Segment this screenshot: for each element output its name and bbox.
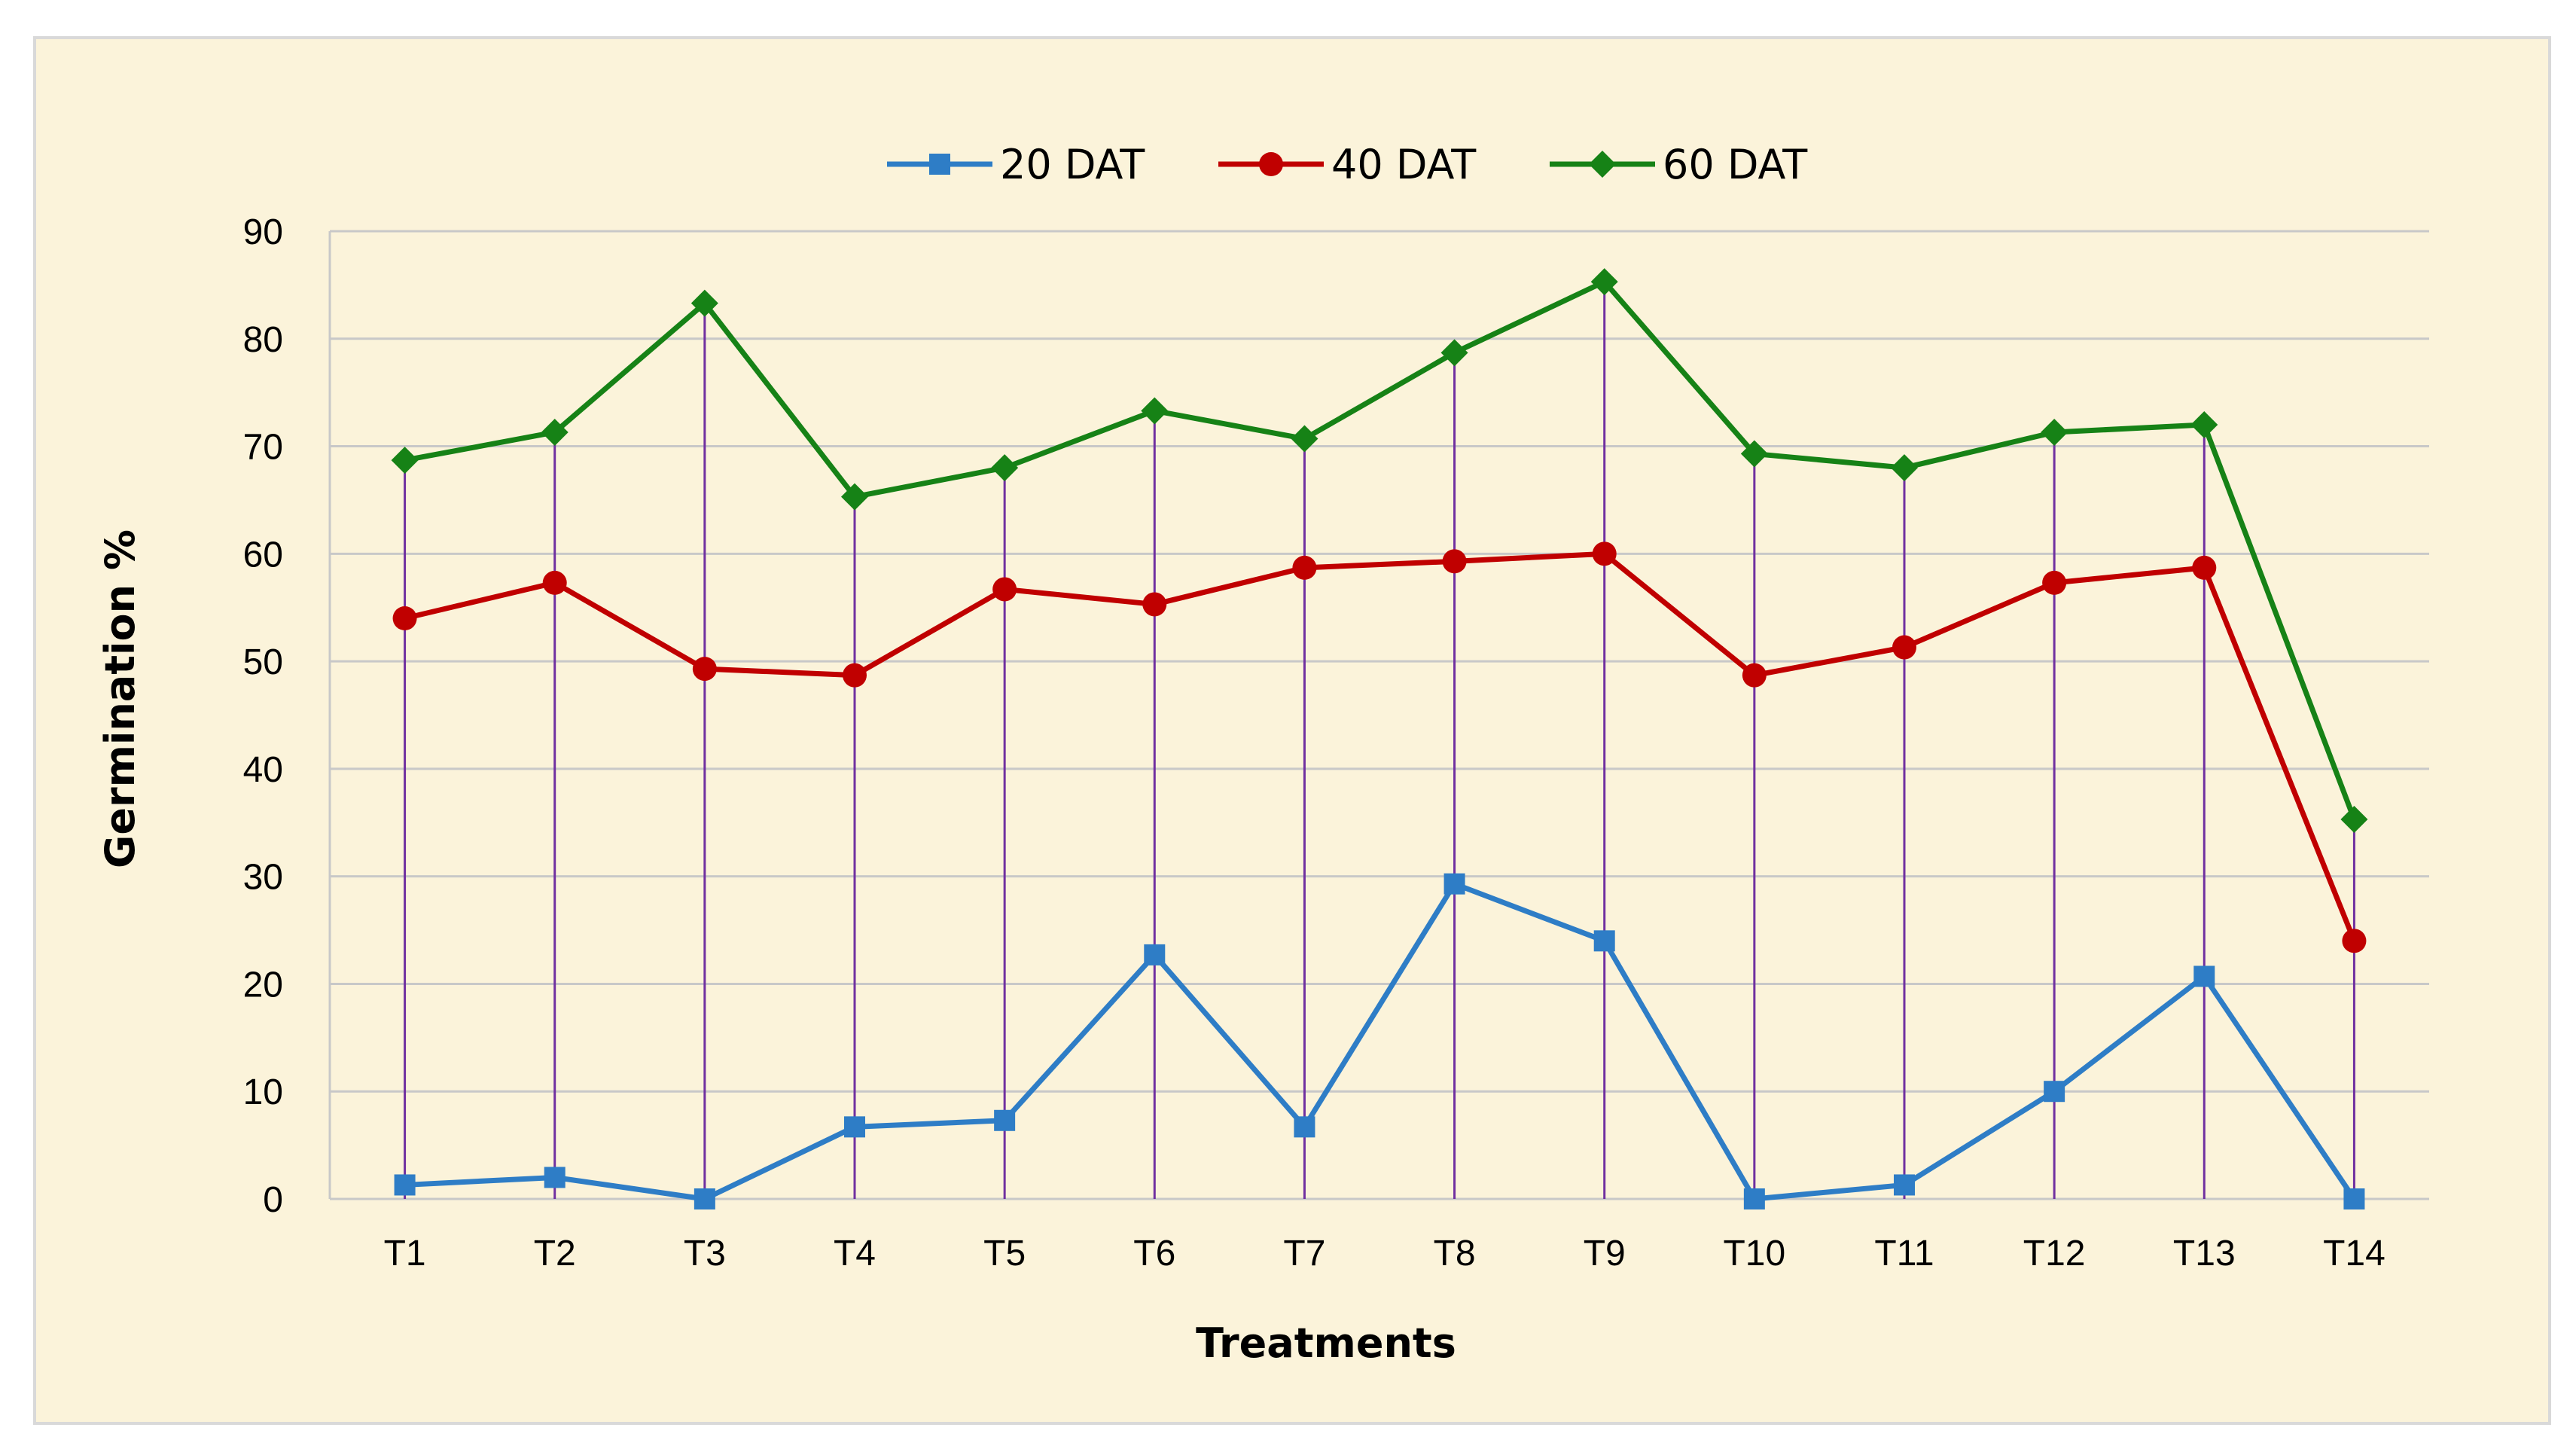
y-tick-label: 10 [243, 1072, 283, 1112]
data-point [844, 1116, 865, 1138]
y-tick-label: 80 [243, 320, 283, 360]
legend-marker [1589, 151, 1616, 178]
data-point [2342, 929, 2367, 953]
data-point [1443, 873, 1465, 895]
data-point [541, 418, 569, 446]
y-tick-label: 20 [243, 965, 283, 1005]
data-point [391, 447, 419, 474]
data-point [1892, 635, 1916, 660]
x-tick-label: T5 [983, 1234, 1026, 1274]
legend-marker [929, 154, 950, 175]
drop-lines [404, 282, 2355, 1199]
x-tick-label: T6 [1133, 1234, 1175, 1274]
x-tick-label: T2 [534, 1234, 576, 1274]
data-point [1894, 1174, 1915, 1196]
x-tick-label: T14 [2323, 1234, 2385, 1274]
data-point [992, 577, 1017, 602]
data-point [2193, 965, 2215, 987]
x-tick-label: T8 [1434, 1234, 1476, 1274]
data-point [1292, 555, 1317, 580]
data-point [2042, 570, 2067, 595]
x-tick-label: T3 [684, 1234, 726, 1274]
data-point [841, 483, 868, 511]
x-tick-labels: T1 T2 T3 T4 T5 T6 T7 T8 T9 T10 T11 T12 T13 T14 [384, 1234, 2385, 1274]
data-point [1592, 541, 1617, 566]
x-tick-label: T9 [1584, 1234, 1626, 1274]
legend-label: 40 DAT [1331, 141, 1477, 188]
y-tick-label: 70 [243, 428, 283, 468]
x-tick-label: T1 [384, 1234, 426, 1274]
data-point [2190, 411, 2218, 438]
data-point [2192, 555, 2217, 580]
data-point [1891, 454, 1918, 482]
data-point [2340, 805, 2368, 833]
data-point [1593, 930, 1615, 952]
x-tick-label: T11 [1874, 1234, 1934, 1274]
data-point [1743, 1188, 1765, 1209]
data-point [843, 663, 867, 688]
y-tick-labels: 0 10 20 30 40 50 60 70 80 90 [243, 212, 283, 1220]
series-line-2 [404, 551, 2357, 942]
data-point [1144, 944, 1166, 965]
data-point [542, 570, 567, 595]
data-point [994, 1109, 1016, 1131]
legend: 20 DAT 40 DAT 60 DAT [887, 141, 1808, 188]
x-tick-label: T7 [1283, 1234, 1325, 1274]
y-tick-label: 90 [243, 212, 283, 252]
data-point [1440, 339, 1468, 367]
data-point [2044, 1081, 2065, 1103]
data-point [1141, 397, 1169, 425]
data-point [694, 1188, 715, 1209]
series-line-3 [404, 279, 2357, 821]
y-tick-label: 30 [243, 858, 283, 898]
data-point [2343, 1188, 2365, 1209]
gridlines [328, 230, 2429, 1200]
y-tick-label: 40 [243, 750, 283, 790]
data-point [690, 289, 718, 317]
series-lines [404, 279, 2357, 1202]
y-tick-label: 50 [243, 642, 283, 682]
data-point [991, 454, 1019, 482]
data-point [1442, 549, 1467, 574]
data-point [1740, 440, 1768, 468]
legend-label: 20 DAT [1000, 141, 1145, 188]
y-tick-label: 0 [263, 1180, 283, 1220]
chart-frame: 0 10 20 30 40 50 60 70 80 90 T1 T2 T3 T4 T5 T6 T7 T8 T9 T1… [33, 36, 2551, 1425]
series-line-1 [404, 881, 2357, 1202]
x-tick-label: T10 [1723, 1234, 1785, 1274]
data-point [392, 606, 417, 630]
y-axis-title: Germination % [96, 529, 144, 868]
x-tick-label: T13 [2173, 1234, 2236, 1274]
data-point [1590, 268, 1618, 296]
data-point [692, 657, 717, 682]
x-tick-label: T12 [2023, 1234, 2086, 1274]
series-markers [391, 268, 2368, 1209]
x-tick-label: T4 [834, 1234, 876, 1274]
data-point [1291, 425, 1318, 453]
data-point [544, 1167, 566, 1188]
x-axis-title: Treatments [1196, 1319, 1456, 1367]
data-point [394, 1174, 416, 1196]
y-tick-label: 60 [243, 535, 283, 575]
legend-marker [1259, 152, 1283, 176]
data-point [1142, 592, 1167, 617]
data-point [1742, 663, 1767, 688]
data-point [1294, 1116, 1315, 1138]
data-point [2041, 418, 2068, 446]
legend-label: 60 DAT [1663, 141, 1808, 188]
